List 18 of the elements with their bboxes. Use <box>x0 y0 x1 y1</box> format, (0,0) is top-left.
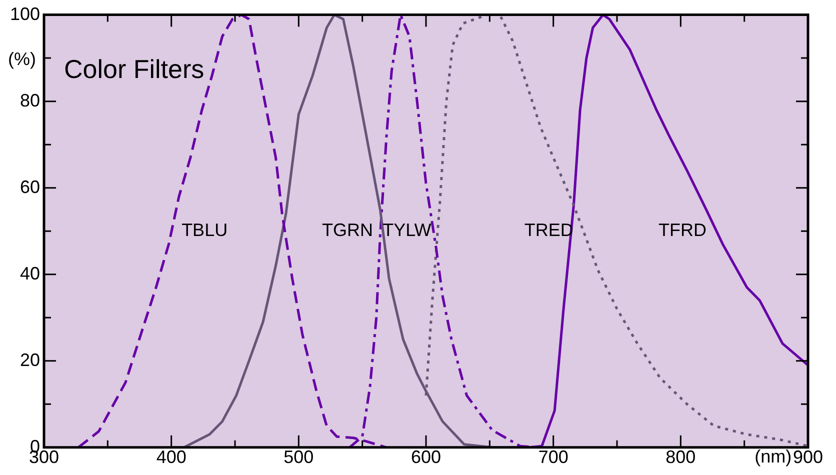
x-tick-label: 400 <box>156 447 186 468</box>
x-tick-label: 700 <box>538 447 568 468</box>
y-axis-title: (%) <box>8 48 36 69</box>
y-tick-label: 40 <box>20 263 40 284</box>
x-tick-label: 500 <box>284 447 314 468</box>
x-axis-title: (nm) <box>754 446 792 466</box>
series-label: TFRD <box>658 220 706 240</box>
y-tick-label: 60 <box>20 176 40 197</box>
y-tick-label: 100 <box>10 4 40 24</box>
x-tick-label: 600 <box>410 447 442 468</box>
y-tick-label: 20 <box>20 350 40 370</box>
x-tick-label: 900 <box>792 447 824 468</box>
series-label: TYLW <box>382 220 432 240</box>
text: Color Filters <box>64 54 204 84</box>
series-label: TBLU <box>182 220 228 240</box>
series-label: TGRN <box>322 220 373 240</box>
x-tick-label: 800 <box>666 447 696 468</box>
y-tick-label: 80 <box>20 90 40 110</box>
